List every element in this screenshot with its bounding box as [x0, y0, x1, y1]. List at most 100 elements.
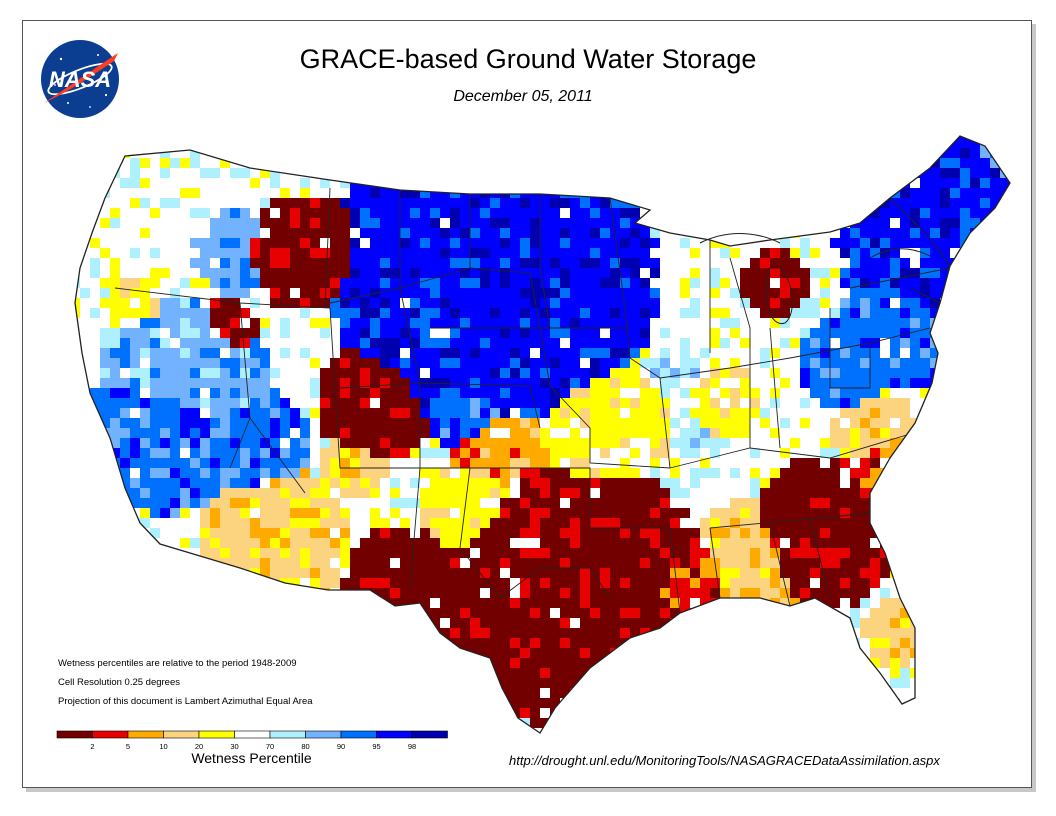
map-cell	[580, 288, 590, 298]
map-cell	[450, 468, 460, 478]
map-cell	[450, 248, 460, 258]
map-cell	[380, 508, 390, 518]
map-cell	[970, 408, 980, 418]
map-cell	[810, 158, 820, 168]
map-cell	[290, 198, 300, 208]
map-cell	[790, 498, 800, 508]
map-cell	[640, 278, 650, 288]
map-cell	[320, 488, 330, 498]
map-cell	[210, 368, 220, 378]
map-cell	[870, 208, 880, 218]
map-cell	[410, 448, 420, 458]
map-cell	[190, 468, 200, 478]
map-cell	[710, 488, 720, 498]
map-cell	[740, 328, 750, 338]
map-cell	[560, 448, 570, 458]
map-cell	[680, 548, 690, 558]
map-cell	[240, 638, 250, 648]
map-cell	[220, 168, 230, 178]
map-cell	[670, 328, 680, 338]
map-cell	[740, 148, 750, 158]
map-cell	[260, 136, 270, 138]
map-cell	[75, 598, 80, 608]
map-cell	[810, 388, 820, 398]
map-cell	[950, 136, 960, 138]
map-cell	[380, 158, 390, 168]
map-cell	[470, 188, 480, 198]
map-cell	[620, 628, 630, 638]
map-cell	[400, 228, 410, 238]
map-cell	[410, 498, 420, 508]
map-cell	[550, 558, 560, 568]
map-cell	[120, 208, 130, 218]
map-cell	[560, 198, 570, 208]
map-cell	[690, 218, 700, 228]
map-cell	[600, 518, 610, 528]
map-cell	[380, 136, 390, 138]
map-cell	[800, 278, 810, 288]
map-cell	[410, 228, 420, 238]
map-cell	[130, 198, 140, 208]
map-cell	[580, 388, 590, 398]
map-cell	[850, 548, 860, 558]
map-cell	[550, 308, 560, 318]
map-cell	[80, 278, 90, 288]
map-cell	[170, 258, 180, 268]
map-cell	[950, 238, 960, 248]
map-cell	[940, 608, 950, 618]
map-cell	[90, 598, 100, 608]
map-cell	[910, 318, 920, 328]
map-cell	[940, 458, 950, 468]
map-cell	[740, 618, 750, 628]
map-cell	[1000, 488, 1010, 498]
map-cell	[610, 248, 620, 258]
map-cell	[260, 158, 270, 168]
map-cell	[510, 358, 520, 368]
map-cell	[90, 528, 100, 538]
map-cell	[250, 378, 260, 388]
map-cell	[900, 518, 910, 528]
map-cell	[180, 268, 190, 278]
map-cell	[870, 136, 880, 138]
map-cell	[360, 178, 370, 188]
map-cell	[80, 428, 90, 438]
map-cell	[460, 378, 470, 388]
map-cell	[200, 318, 210, 328]
map-cell	[120, 328, 130, 338]
map-cell	[360, 358, 370, 368]
map-cell	[480, 318, 490, 328]
map-cell	[720, 168, 730, 178]
map-cell	[700, 518, 710, 528]
map-cell	[420, 348, 430, 358]
map-cell	[430, 448, 440, 458]
map-cell	[720, 588, 730, 598]
map-cell	[550, 298, 560, 308]
map-cell	[90, 538, 100, 548]
map-cell	[1000, 198, 1010, 208]
map-cell	[280, 248, 290, 258]
map-cell	[250, 618, 260, 628]
map-cell	[190, 578, 200, 588]
map-cell	[780, 618, 790, 628]
map-cell	[520, 518, 530, 528]
map-cell	[930, 148, 940, 158]
map-cell	[890, 488, 900, 498]
map-cell	[830, 308, 840, 318]
map-cell	[830, 638, 840, 648]
map-cell	[380, 208, 390, 218]
map-cell	[580, 628, 590, 638]
map-cell	[700, 608, 710, 618]
map-cell	[530, 448, 540, 458]
map-cell	[310, 358, 320, 368]
map-cell	[410, 568, 420, 578]
map-cell	[500, 468, 510, 478]
map-cell	[80, 208, 90, 218]
map-cell	[620, 408, 630, 418]
map-cell	[600, 198, 610, 208]
map-cell	[860, 388, 870, 398]
map-cell	[670, 158, 680, 168]
map-cell	[880, 518, 890, 528]
map-cell	[600, 378, 610, 388]
map-cell	[450, 198, 460, 208]
map-cell	[880, 338, 890, 348]
